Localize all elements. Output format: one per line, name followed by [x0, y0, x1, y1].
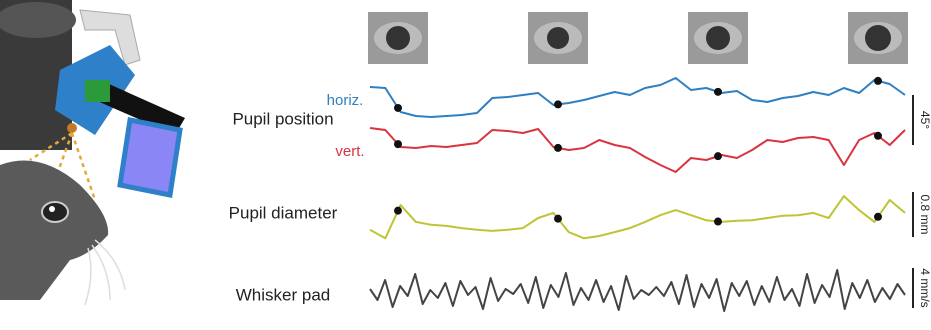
frame-marker	[394, 140, 402, 148]
series-name: horiz.	[327, 92, 364, 109]
trace	[370, 128, 905, 172]
frame-marker	[714, 218, 722, 226]
page: {"figure": { "type": "line", "rows": [ {…	[0, 0, 931, 330]
series-name: vert.	[335, 143, 364, 160]
frame-marker	[714, 152, 722, 160]
frame-marker	[874, 77, 882, 85]
frame-marker	[874, 213, 882, 221]
frame-marker	[874, 132, 882, 140]
mouse-head	[0, 161, 108, 301]
frame-marker	[554, 215, 562, 223]
row-label: Whisker pad	[236, 285, 330, 304]
scale-bar-label: 0.8 mm	[918, 194, 931, 234]
mouse-eye	[42, 202, 68, 222]
figure: Pupil position 45° horiz. vert. Pupil diamet…	[0, 0, 931, 325]
pupil	[706, 26, 730, 50]
pupil	[865, 25, 891, 51]
frame-marker	[394, 104, 402, 112]
setup-illustration	[0, 0, 185, 305]
scale-bar-label: 4 mm/s	[918, 268, 931, 307]
trace	[370, 270, 905, 311]
frame-marker	[714, 88, 722, 96]
pupil	[386, 26, 410, 50]
frame-marker	[554, 100, 562, 108]
mirror	[120, 120, 180, 195]
scale-bar-label: 45°	[918, 111, 931, 129]
led	[67, 123, 77, 133]
pupil	[547, 27, 569, 49]
trace	[370, 196, 905, 238]
sensor	[85, 80, 110, 102]
row-label: Pupil diameter	[229, 203, 338, 222]
eye-frames	[368, 12, 908, 64]
eye-glint	[49, 206, 55, 212]
trace	[370, 78, 905, 117]
frame-marker	[554, 144, 562, 152]
row-label: Pupil position	[232, 109, 333, 128]
frame-marker	[394, 207, 402, 215]
